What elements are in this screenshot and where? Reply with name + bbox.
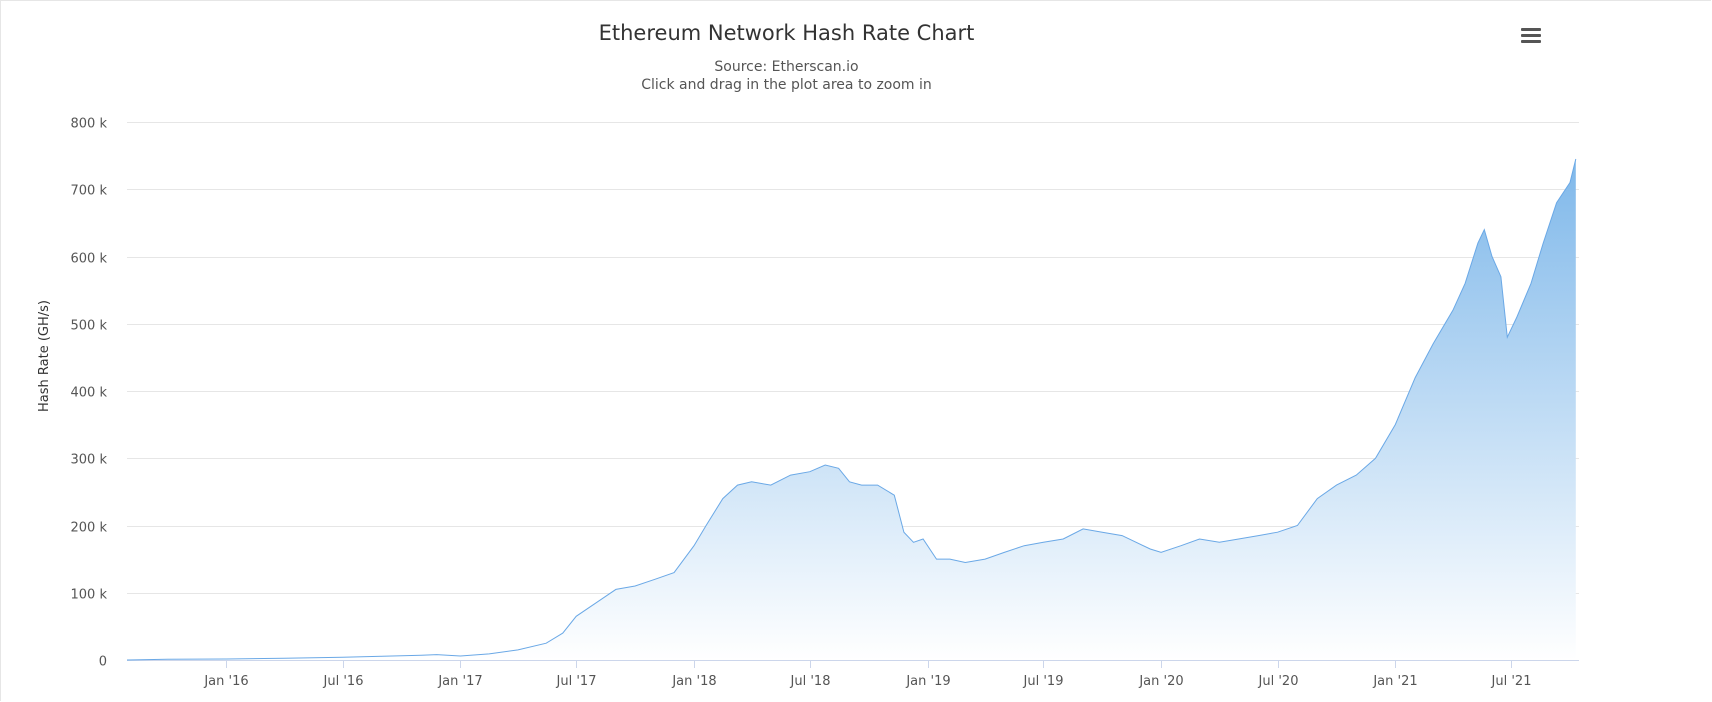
x-tick-label: Jul '18 (790, 674, 831, 689)
y-tick-label: 300 k (71, 453, 108, 468)
x-tick-label: Jul '16 (323, 674, 364, 689)
y-tick-label: 600 k (71, 252, 108, 267)
y-tick-label: 400 k (71, 386, 108, 401)
y-tick-label: 800 k (71, 117, 108, 132)
series-line[interactable] (126, 158, 1577, 661)
x-tick-label: Jan '21 (1372, 674, 1417, 689)
y-axis-title: Hash Rate (GH/s) (37, 300, 52, 412)
x-tick-label: Jul '17 (556, 674, 597, 689)
y-axis: 0 100 k 200 k 300 k 400 k 500 k 600 k 700 k 800 … (71, 117, 108, 670)
y-tick-label: 500 k (71, 319, 108, 334)
chart-subtitle-hint: Click and drag in the plot area to zoom … (641, 77, 932, 93)
y-tick-label: 200 k (71, 521, 108, 536)
hamburger-menu-icon[interactable] (1517, 25, 1545, 49)
chart-subtitle: Source: Etherscan.io Click and drag in t… (1, 58, 1572, 94)
x-tick-label: Jul '21 (1491, 674, 1532, 689)
x-tick-label: Jul '20 (1258, 674, 1299, 689)
x-tick-label: Jan '19 (905, 674, 950, 689)
x-axis: Jan '16 Jul '16 Jan '17 Jul '17 Jan '18 Jul '… (203, 660, 1531, 689)
plot-area[interactable] (126, 158, 1577, 661)
x-tick-label: Jul '19 (1023, 674, 1064, 689)
chart-title: Ethereum Network Hash Rate Chart (598, 21, 975, 45)
x-tick-label: Jan '20 (1138, 674, 1183, 689)
x-tick-label: Jan '16 (203, 674, 248, 689)
series-area-fill (127, 159, 1576, 660)
y-tick-label: 100 k (71, 588, 108, 603)
y-tick-label: 700 k (71, 184, 108, 199)
chart-subtitle-source: Source: Etherscan.io (714, 59, 859, 75)
x-tick-label: Jan '18 (671, 674, 716, 689)
x-tick-label: Jan '17 (437, 674, 482, 689)
y-tick-label: 0 (99, 655, 107, 670)
